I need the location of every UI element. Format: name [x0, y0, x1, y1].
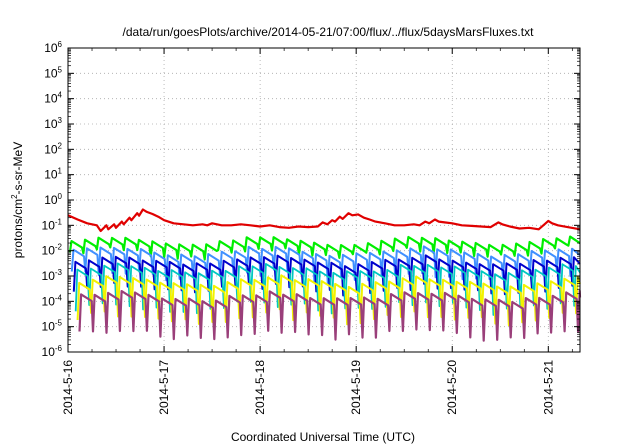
y-tick-label: 10-1: [42, 217, 63, 232]
series-line-1: [68, 235, 581, 261]
y-tick-label: 103: [44, 116, 62, 131]
x-tick-label: 2014-5-19: [349, 360, 363, 415]
y-tick-label: 10-4: [42, 293, 63, 308]
x-tick-label: 2014-5-21: [541, 360, 555, 415]
y-tick-label: 105: [44, 65, 62, 80]
x-axis-label: Coordinated Universal Time (UTC): [231, 430, 415, 444]
y-tick-label: 106: [44, 40, 62, 55]
y-tick-label: 10-5: [42, 319, 63, 334]
y-axis-ticks: 10-6 10-5 10-4 10-3 10-2 10-1 100 101 102 103 104 1…: [42, 40, 580, 359]
y-tick-label: 10-3: [42, 268, 63, 283]
x-tick-label: 2014-5-16: [61, 360, 75, 415]
y-tick-label: 100: [44, 192, 62, 207]
series-line-3: [72, 254, 581, 297]
x-tick-label: 2014-5-18: [253, 360, 267, 415]
x-tick-label: 2014-5-20: [445, 360, 459, 415]
y-tick-label: 102: [44, 141, 62, 156]
y-tick-label: 10-2: [42, 243, 63, 258]
y-tick-label: 10-6: [42, 344, 63, 359]
y-axis-label: protons/cm2-s-sr-MeV: [10, 142, 25, 258]
series-line-0: [67, 208, 581, 233]
series-group: [67, 208, 582, 342]
series-line-2: [70, 245, 581, 285]
x-tick-label: 2014-5-17: [157, 360, 171, 415]
series-line-6: [78, 289, 582, 342]
y-tick-label: 104: [44, 91, 62, 106]
series-line-5: [76, 274, 581, 327]
chart-title: /data/run/goesPlots/archive/2014-05-21/0…: [123, 25, 535, 39]
x-axis-ticks: 2014-5-16 2014-5-17 2014-5-18 2014-5-19 2014…: [61, 48, 573, 415]
y-tick-label: 101: [44, 167, 62, 182]
series-line-4: [74, 262, 581, 316]
